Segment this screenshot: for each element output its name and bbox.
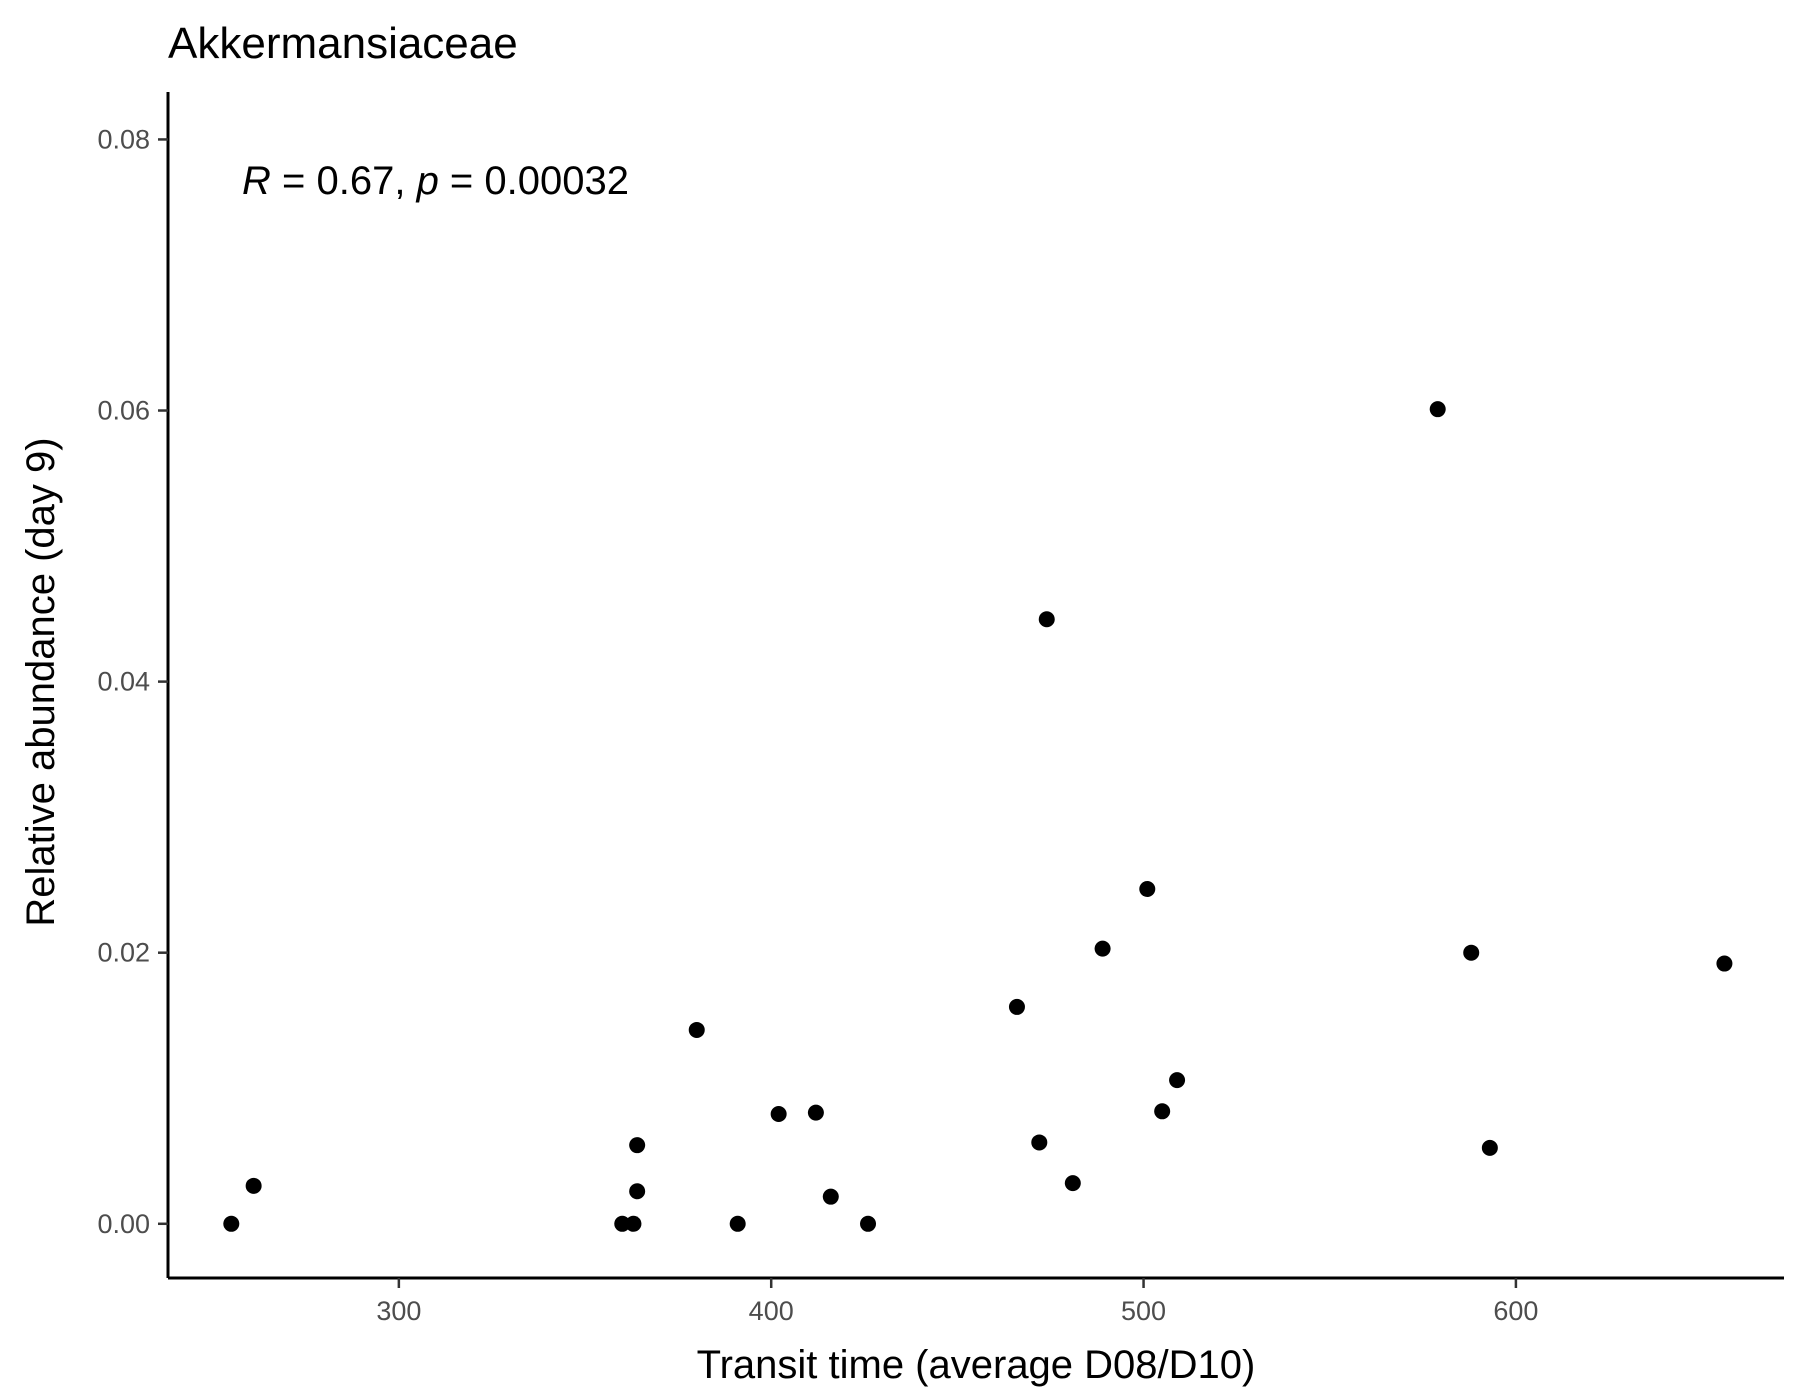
correlation-annotation: R = 0.67, p = 0.00032 (242, 159, 629, 203)
data-point (729, 1215, 746, 1232)
x-tick-label: 600 (1493, 1296, 1538, 1326)
data-point (860, 1215, 877, 1232)
data-point (1094, 940, 1111, 957)
data-point (1139, 880, 1156, 897)
data-point (1064, 1175, 1081, 1192)
data-point (688, 1021, 705, 1038)
y-tick-label: 0.02 (97, 938, 150, 968)
data-points (223, 401, 1733, 1232)
data-point (822, 1188, 839, 1205)
x-tick-label: 400 (749, 1296, 794, 1326)
y-tick-label: 0.08 (97, 124, 150, 154)
data-point (625, 1215, 642, 1232)
data-point (629, 1183, 646, 1200)
data-point (1169, 1072, 1186, 1089)
y-tick-label: 0.00 (97, 1209, 150, 1239)
data-point (1154, 1103, 1171, 1120)
p-value: = 0.00032 (439, 159, 629, 203)
data-point (1429, 401, 1446, 418)
data-point (770, 1105, 787, 1122)
data-point (245, 1177, 262, 1194)
data-point (1008, 998, 1025, 1015)
x-axis-title: Transit time (average D08/D10) (697, 1343, 1256, 1387)
data-point (1031, 1134, 1048, 1151)
data-point (629, 1137, 646, 1154)
p-symbol: p (416, 159, 439, 203)
x-tick-label: 300 (376, 1296, 421, 1326)
y-axis-ticks: 0.00 0.02 0.04 0.06 0.08 (97, 124, 168, 1239)
data-point (614, 1215, 631, 1232)
x-tick-label: 500 (1121, 1296, 1166, 1326)
data-point (1716, 955, 1733, 972)
r-symbol: R (242, 159, 271, 203)
x-axis-ticks: 300 400 500 600 (376, 1278, 1538, 1326)
y-tick-label: 0.06 (97, 396, 150, 426)
y-tick-label: 0.04 (97, 667, 150, 697)
data-point (807, 1104, 824, 1121)
r-value: = 0.67, (271, 159, 417, 203)
data-point (1463, 944, 1480, 961)
data-point (223, 1215, 240, 1232)
y-axis-title: Relative abundance (day 9) (19, 437, 63, 926)
chart-title: Akkermansiaceae (168, 19, 518, 68)
data-point (1038, 611, 1055, 628)
data-point (1481, 1139, 1498, 1156)
